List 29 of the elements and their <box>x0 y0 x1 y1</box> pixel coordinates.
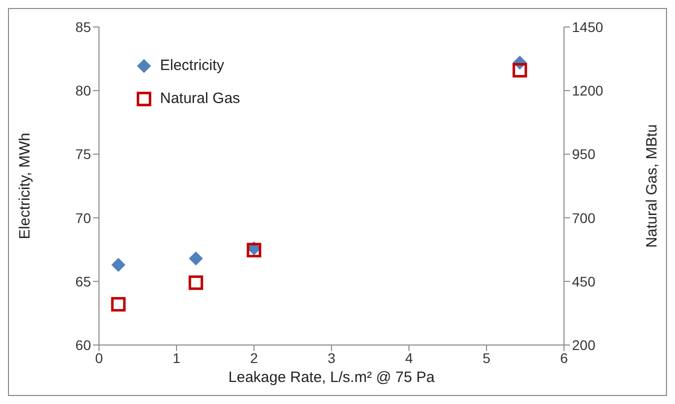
x-tick-label: 5 <box>482 350 491 366</box>
y2-tick-label: 200 <box>572 336 596 353</box>
y-tick-label: 65 <box>75 273 92 290</box>
y2-axis-title: Natural Gas, MBtu <box>643 124 660 248</box>
legend-label: Electricity <box>160 57 224 74</box>
x-tick-label: 2 <box>250 350 258 366</box>
point <box>188 252 203 266</box>
point <box>512 63 528 78</box>
x-tick-label: 3 <box>328 350 336 366</box>
x-tick-label: 6 <box>560 350 568 366</box>
point <box>111 258 126 272</box>
y2-tick-label: 450 <box>572 273 596 290</box>
x-tick-label: 4 <box>405 350 414 366</box>
y-axis-title: Electricity, MWh <box>16 132 34 240</box>
x-tick-label: 0 <box>95 350 104 366</box>
y-tick-label: 80 <box>75 82 92 99</box>
x-axis-title: Leakage Rate, L/s.m² @ 75 Pa <box>228 369 436 386</box>
y-tick-label: 75 <box>75 146 92 162</box>
y-tick-label: 85 <box>75 18 92 35</box>
y2-tick-label: 1200 <box>572 82 604 99</box>
y-tick-label: 70 <box>75 210 92 226</box>
y2-tick-label: 1450 <box>572 18 604 35</box>
y2-tick-label: 950 <box>572 146 596 162</box>
point <box>188 275 204 290</box>
y2-tick-label: 700 <box>572 210 596 226</box>
point <box>111 297 126 312</box>
y-tick-label: 60 <box>75 336 92 353</box>
legend-label: Natural Gas <box>160 90 240 107</box>
x-tick-label: 1 <box>172 350 181 366</box>
